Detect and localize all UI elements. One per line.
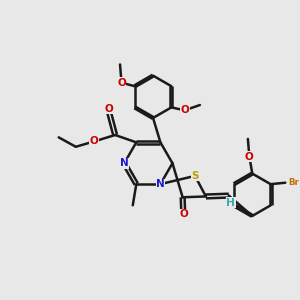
Text: O: O xyxy=(245,152,254,161)
Text: N: N xyxy=(120,158,129,168)
Text: O: O xyxy=(117,78,126,88)
Text: N: N xyxy=(156,179,165,189)
Text: O: O xyxy=(181,106,188,115)
Text: S: S xyxy=(191,171,199,181)
Text: O: O xyxy=(180,105,189,115)
Text: O: O xyxy=(90,136,98,146)
Text: O: O xyxy=(246,152,253,161)
Text: H: H xyxy=(226,198,235,208)
Text: O: O xyxy=(118,78,125,87)
Text: Br: Br xyxy=(288,178,299,187)
Text: O: O xyxy=(105,104,114,114)
Text: O: O xyxy=(179,209,188,219)
Text: Br: Br xyxy=(288,178,299,187)
